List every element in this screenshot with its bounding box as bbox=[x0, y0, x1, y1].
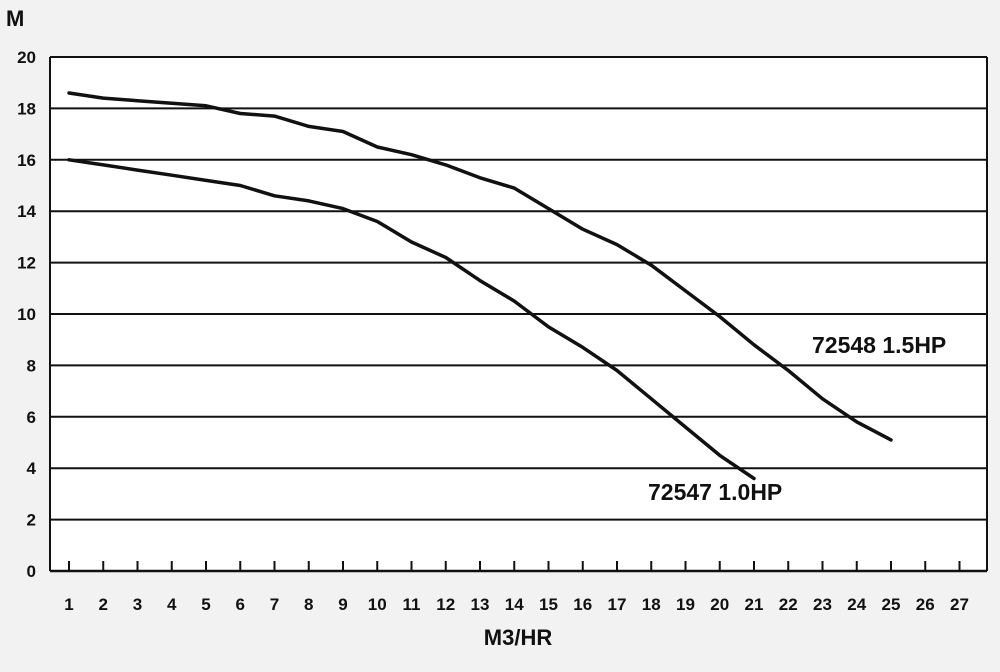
x-tick-label: 16 bbox=[573, 595, 592, 614]
x-tick-label: 26 bbox=[916, 595, 935, 614]
x-tick-label: 19 bbox=[676, 595, 695, 614]
series-line-72548 bbox=[67, 91, 893, 442]
x-tick-label: 1 bbox=[64, 595, 73, 614]
x-tick-label: 2 bbox=[99, 595, 108, 614]
x-tick-label: 7 bbox=[270, 595, 279, 614]
x-tick-label: 27 bbox=[950, 595, 969, 614]
x-tick-label: 13 bbox=[471, 595, 490, 614]
y-tick-label: 10 bbox=[17, 305, 36, 324]
x-tick-label: 6 bbox=[236, 595, 245, 614]
x-tick-label: 23 bbox=[813, 595, 832, 614]
y-tick-label: 2 bbox=[27, 511, 36, 530]
x-tick-label: 8 bbox=[304, 595, 313, 614]
y-tick-label: 0 bbox=[27, 562, 36, 581]
x-tick-label: 9 bbox=[338, 595, 347, 614]
x-tick-label: 24 bbox=[847, 595, 866, 614]
x-tick-label: 18 bbox=[642, 595, 661, 614]
y-tick-label: 16 bbox=[17, 151, 36, 170]
x-tick-label: 20 bbox=[710, 595, 729, 614]
axes bbox=[49, 57, 988, 573]
y-tick-label: 8 bbox=[27, 356, 36, 375]
y-tick-label: 20 bbox=[17, 48, 36, 67]
y-axis-title: M bbox=[6, 6, 24, 31]
x-tick-label: 12 bbox=[436, 595, 455, 614]
series-lines bbox=[67, 91, 893, 481]
series-label-72547: 72547 1.0HP bbox=[648, 479, 782, 505]
grid-lines bbox=[50, 56, 987, 521]
x-tick-label: 5 bbox=[201, 595, 210, 614]
series-label-72548: 72548 1.5HP bbox=[812, 332, 946, 358]
x-tick-label: 15 bbox=[539, 595, 558, 614]
y-tick-label: 14 bbox=[17, 202, 36, 221]
x-tick-label: 21 bbox=[745, 595, 764, 614]
y-tick-label: 6 bbox=[27, 408, 36, 427]
x-tick-label: 4 bbox=[167, 595, 177, 614]
x-axis-title: M3/HR bbox=[484, 625, 553, 650]
y-tick-label: 18 bbox=[17, 99, 36, 118]
x-tick-label: 25 bbox=[882, 595, 901, 614]
x-tick-label: 10 bbox=[368, 595, 387, 614]
x-tick-label: 17 bbox=[608, 595, 627, 614]
y-tick-label: 4 bbox=[27, 459, 37, 478]
y-tick-label: 12 bbox=[17, 254, 36, 273]
series-line-72547 bbox=[67, 158, 756, 481]
x-tick-label: 11 bbox=[403, 595, 421, 614]
x-tick-label: 22 bbox=[779, 595, 798, 614]
x-tick-label: 3 bbox=[133, 595, 142, 614]
x-tick-label: 14 bbox=[505, 595, 524, 614]
